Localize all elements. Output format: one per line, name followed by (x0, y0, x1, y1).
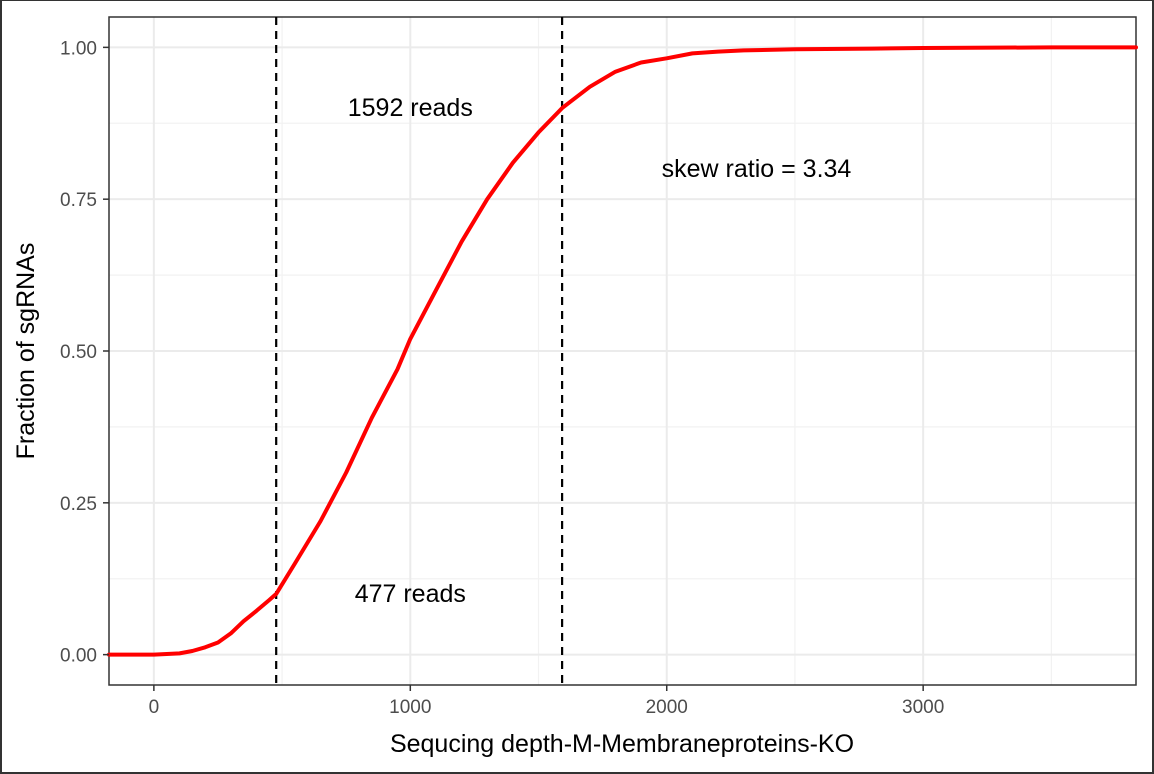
x-tick-labels: 0 1000 2000 3000 (149, 697, 945, 718)
annotation-lower-reads: 477 reads (355, 580, 466, 608)
x-tick-label: 3000 (902, 697, 944, 718)
annotation-skew-ratio: skew ratio = 3.34 (662, 155, 852, 183)
grid (109, 17, 1136, 685)
annotations: 1592 reads skew ratio = 3.34 477 reads (348, 94, 852, 608)
y-tick-label: 1.00 (60, 38, 97, 59)
series-line (107, 45, 1138, 657)
y-tick-label: 0.25 (60, 494, 97, 515)
x-tick-label: 0 (149, 697, 160, 718)
x-axis-title: Sequcing depth-M-Membraneproteins-KO (390, 730, 854, 758)
y-tick-label: 0.75 (60, 190, 97, 211)
y-tick-label: 0.50 (60, 342, 97, 363)
annotation-upper-reads: 1592 reads (348, 94, 473, 122)
y-tick-labels: 0.00 0.25 0.50 0.75 1.00 (60, 38, 97, 666)
y-axis-title: Fraction of sgRNAs (12, 243, 40, 460)
axis-ticks (103, 46, 924, 691)
y-tick-label: 0.00 (60, 646, 97, 667)
x-tick-label: 2000 (646, 697, 688, 718)
x-tick-label: 1000 (389, 697, 431, 718)
